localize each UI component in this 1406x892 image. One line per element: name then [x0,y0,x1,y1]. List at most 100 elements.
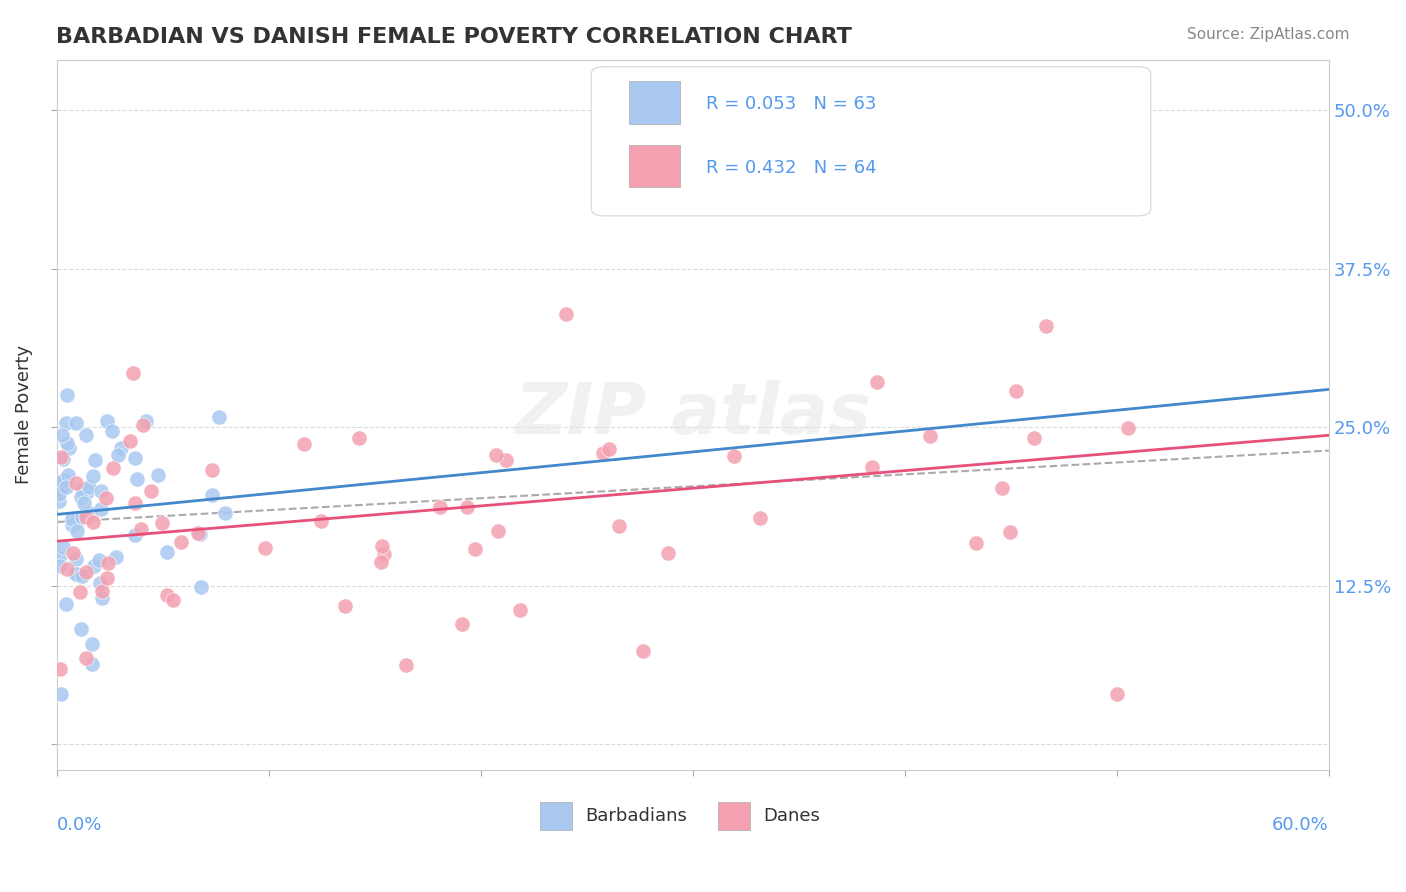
Point [1000,525,1022,540]
Point [965,535,987,549]
Bar [630,145,681,187]
Point [56,562,79,576]
Point [1022,431,1045,445]
Point [254,541,277,556]
Point [146,468,169,483]
Point [70,510,93,524]
Point [55,480,77,494]
Point [124,528,146,542]
Point [83,558,105,573]
Point [75,427,97,442]
Point [82,657,104,672]
Point [56,387,79,401]
Point [124,451,146,466]
Point [55,416,77,430]
Point [122,366,145,380]
Point [1035,319,1057,334]
Point [139,484,162,499]
Text: R = 0.432   N = 64: R = 0.432 N = 64 [706,159,876,177]
Text: Source: ZipAtlas.com: Source: ZipAtlas.com [1187,27,1350,42]
Point [107,448,129,462]
Point [82,515,104,529]
Point [124,496,146,510]
Point [77,480,100,494]
Point [69,622,91,636]
Point [70,490,93,504]
Text: 60.0%: 60.0% [1272,816,1329,834]
Point [607,518,630,533]
Point [1105,687,1128,701]
Point [456,500,478,514]
Bar [718,802,751,830]
Bar [540,802,572,830]
Point [110,441,132,455]
Point [55,597,77,611]
Point [51,428,73,442]
Point [97,556,120,570]
Point [65,475,87,490]
Y-axis label: Female Poverty: Female Poverty [15,345,32,484]
Point [72,483,94,498]
FancyBboxPatch shape [592,67,1150,216]
Point [90,502,112,516]
Point [91,584,114,599]
Point [333,599,356,613]
Point [1116,421,1139,435]
Point [657,546,679,560]
Point [170,534,193,549]
Point [373,547,395,561]
Point [125,472,148,486]
Point [56,436,79,450]
Point [73,496,96,510]
Point [214,506,236,520]
Point [104,550,127,565]
Point [723,449,745,463]
Point [495,453,517,467]
Point [51,687,73,701]
Point [87,553,110,567]
Point [152,516,174,530]
Point [82,637,104,651]
Point [132,417,155,432]
Point [75,565,97,579]
Point [451,617,474,632]
Point [48,494,70,508]
Point [96,414,118,428]
Point [292,436,315,450]
Point [48,558,70,573]
Point [201,488,224,502]
Point [101,461,124,475]
Point [75,650,97,665]
Point [48,487,70,501]
Bar [630,81,681,123]
Point [83,452,105,467]
Point [187,526,209,541]
Point [96,571,118,585]
Point [79,506,101,520]
Point [394,657,416,672]
Point [66,524,89,538]
Text: R = 0.053   N = 63: R = 0.053 N = 63 [706,95,876,113]
Point [94,491,117,505]
Point [190,580,212,594]
Point [62,546,84,560]
Point [991,482,1014,496]
Point [65,416,87,430]
Point [748,511,770,525]
Point [49,450,72,464]
Point [91,591,114,605]
Point [49,662,72,676]
Point [207,409,229,424]
Text: 0.0%: 0.0% [58,816,103,834]
Text: Barbadians: Barbadians [585,807,688,825]
Point [554,307,576,321]
Point [370,540,392,554]
Point [598,442,620,456]
Point [156,545,179,559]
Point [66,514,89,528]
Point [52,473,75,487]
Point [101,425,124,439]
Point [51,476,73,491]
Point [65,567,87,582]
Point [156,588,179,602]
